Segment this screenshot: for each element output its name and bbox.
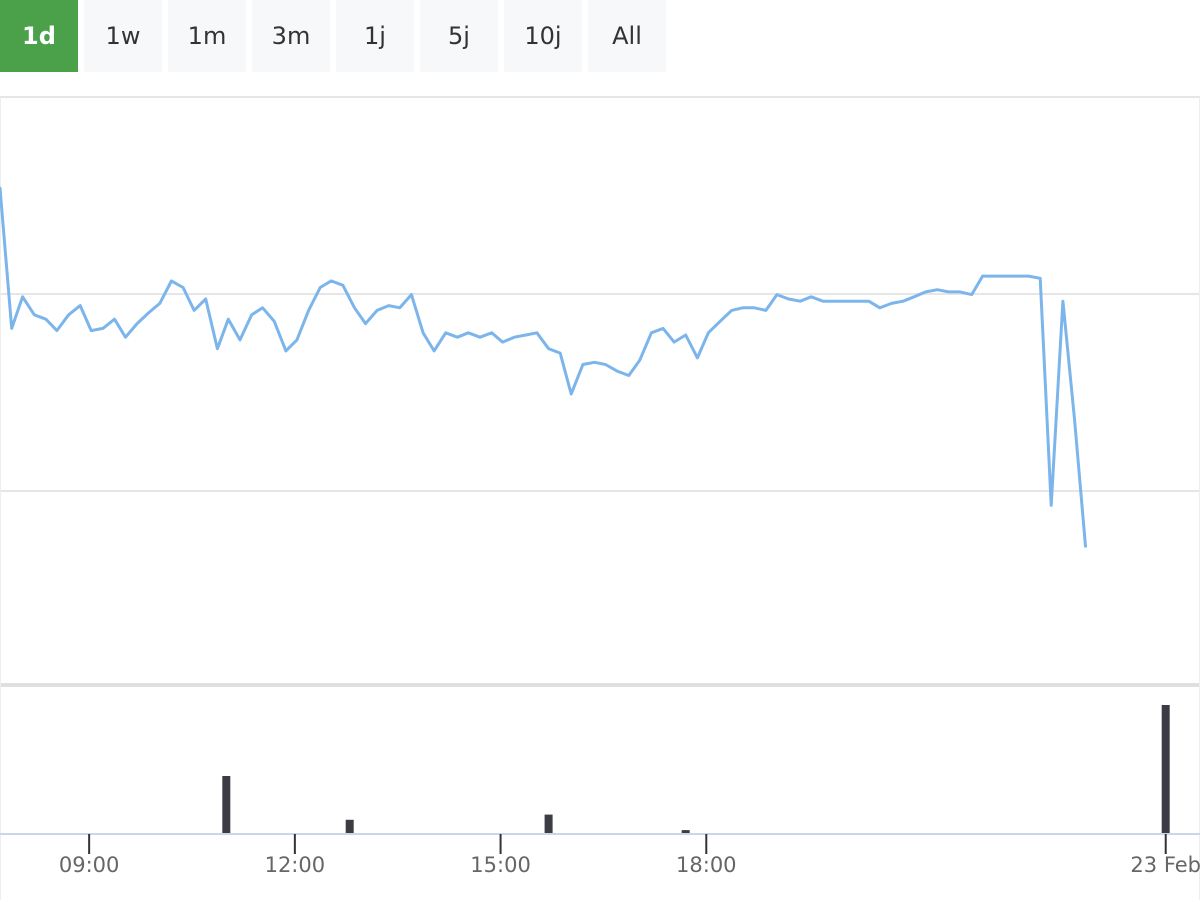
x-axis: 09:00 12:00 15:00 18:00 23 Feb [0,833,1200,877]
price-series [0,186,1087,548]
range-button-1w[interactable]: 1w [84,0,162,72]
x-tick-label: 18:00 [676,853,737,877]
panel-divider [0,683,1200,687]
range-button-all[interactable]: All [588,0,666,72]
volume-bar [681,830,690,834]
price-line [0,186,1087,548]
x-tick-label: 12:00 [265,853,326,877]
range-button-1d[interactable]: 1d [0,0,78,72]
volume-bar [1161,705,1170,834]
volume-bar [544,814,553,834]
x-tick-label: 23 Feb [1130,853,1200,877]
range-button-1m[interactable]: 1m [168,0,246,72]
volume-bar [222,776,231,835]
x-tick-label: 09:00 [59,853,120,877]
range-selector: 1d 1w 1m 3m 1j 5j 10j All [0,0,666,72]
range-button-3m[interactable]: 3m [252,0,330,72]
range-button-10j[interactable]: 10j [504,0,582,72]
volume-series [222,705,1170,835]
volume-bar [345,819,354,834]
range-button-1j[interactable]: 1j [336,0,414,72]
range-button-5j[interactable]: 5j [420,0,498,72]
grid-lines [0,96,1200,900]
x-tick-label: 15:00 [470,853,531,877]
